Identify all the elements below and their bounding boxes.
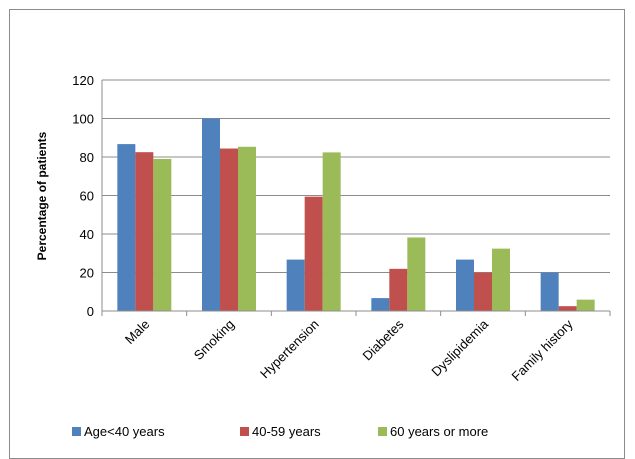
y-tick-label: 0: [87, 304, 94, 319]
bar-dyslipidemia-series-2: [474, 272, 492, 311]
legend-label: Age<40 years: [84, 424, 165, 439]
legend-swatch: [378, 427, 387, 436]
legend-swatch: [240, 427, 249, 436]
bar-dyslipidemia-series-1: [456, 259, 474, 311]
bar-smoking-series-1: [202, 118, 220, 311]
y-tick-label: 20: [80, 266, 94, 281]
y-tick-label: 100: [72, 112, 94, 127]
bar-male-series-2: [135, 152, 154, 311]
bar-diabetes-series-2: [389, 268, 408, 311]
y-tick-labels: 0 20 40 60 80 100 120: [72, 73, 94, 319]
legend-label: 40-59 years: [252, 424, 321, 439]
bar-dyslipidemia-series-3: [492, 248, 510, 311]
bar-male-series-1: [117, 144, 136, 311]
y-tick-label: 80: [80, 150, 94, 165]
legend-swatch: [72, 427, 81, 436]
axes: [101, 80, 611, 316]
y-tick-label: 60: [80, 189, 94, 204]
bar-chart: 0 20 40 60 80 100 120 Male Smoking Hypertension D…: [35, 73, 611, 439]
y-tick-label: 120: [72, 73, 94, 88]
bar-hypertension-series-3: [322, 152, 341, 311]
x-tick-label: Smoking: [191, 317, 237, 363]
x-tick-label: Diabetes: [360, 316, 407, 363]
x-tick-label: Family history: [508, 316, 576, 384]
bar-smoking-series-3: [238, 146, 256, 311]
bar-smoking-series-2: [220, 148, 238, 311]
y-axis-label: Percentage of patients: [35, 131, 49, 260]
bar-family-history-series-1: [540, 272, 559, 311]
x-tick-label: Male: [122, 317, 153, 348]
x-tick-label: Hypertension: [257, 317, 322, 382]
bar-male-series-3: [153, 158, 172, 311]
bar-diabetes-series-3: [407, 237, 426, 311]
gridlines: [102, 79, 610, 273]
legend: Age<40 years 40-59 years 60 years or more: [72, 424, 488, 439]
legend-label: 60 years or more: [390, 424, 488, 439]
bar-diabetes-series-1: [371, 298, 390, 311]
x-tick-label: Dyslipidemia: [428, 316, 491, 379]
bar-family-history-series-2: [558, 306, 577, 311]
bar-hypertension-series-1: [286, 259, 305, 311]
bar-hypertension-series-2: [304, 196, 323, 311]
x-tick-labels: Male Smoking Hypertension Diabetes Dyslipide…: [122, 316, 576, 384]
bars: [117, 118, 595, 311]
bar-family-history-series-3: [576, 299, 595, 311]
y-tick-label: 40: [80, 227, 94, 242]
